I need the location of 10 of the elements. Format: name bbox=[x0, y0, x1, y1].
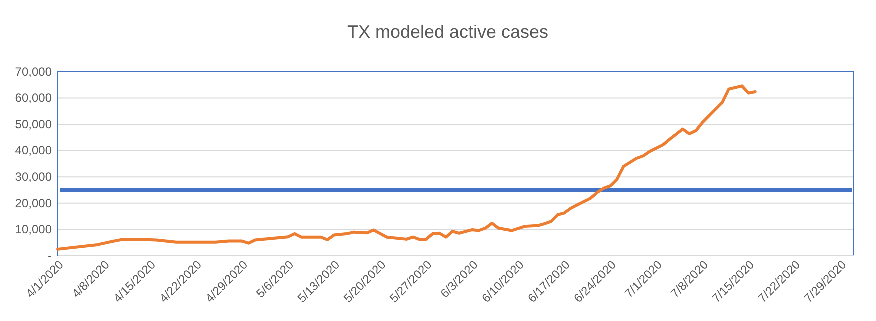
y-tick-label: 50,000 bbox=[15, 117, 52, 132]
y-tick-label: 30,000 bbox=[15, 170, 52, 184]
y-tick-label: 70,000 bbox=[15, 64, 52, 79]
y-tick-label: 20,000 bbox=[15, 196, 52, 210]
y-tick-label: 40,000 bbox=[15, 144, 52, 158]
line-series bbox=[56, 84, 757, 251]
chart-title: TX modeled active cases bbox=[347, 22, 549, 42]
y-tick-label: 60,000 bbox=[15, 91, 52, 106]
y-tick-label: 10,000 bbox=[15, 222, 52, 237]
y-tick-label: - bbox=[48, 248, 52, 263]
